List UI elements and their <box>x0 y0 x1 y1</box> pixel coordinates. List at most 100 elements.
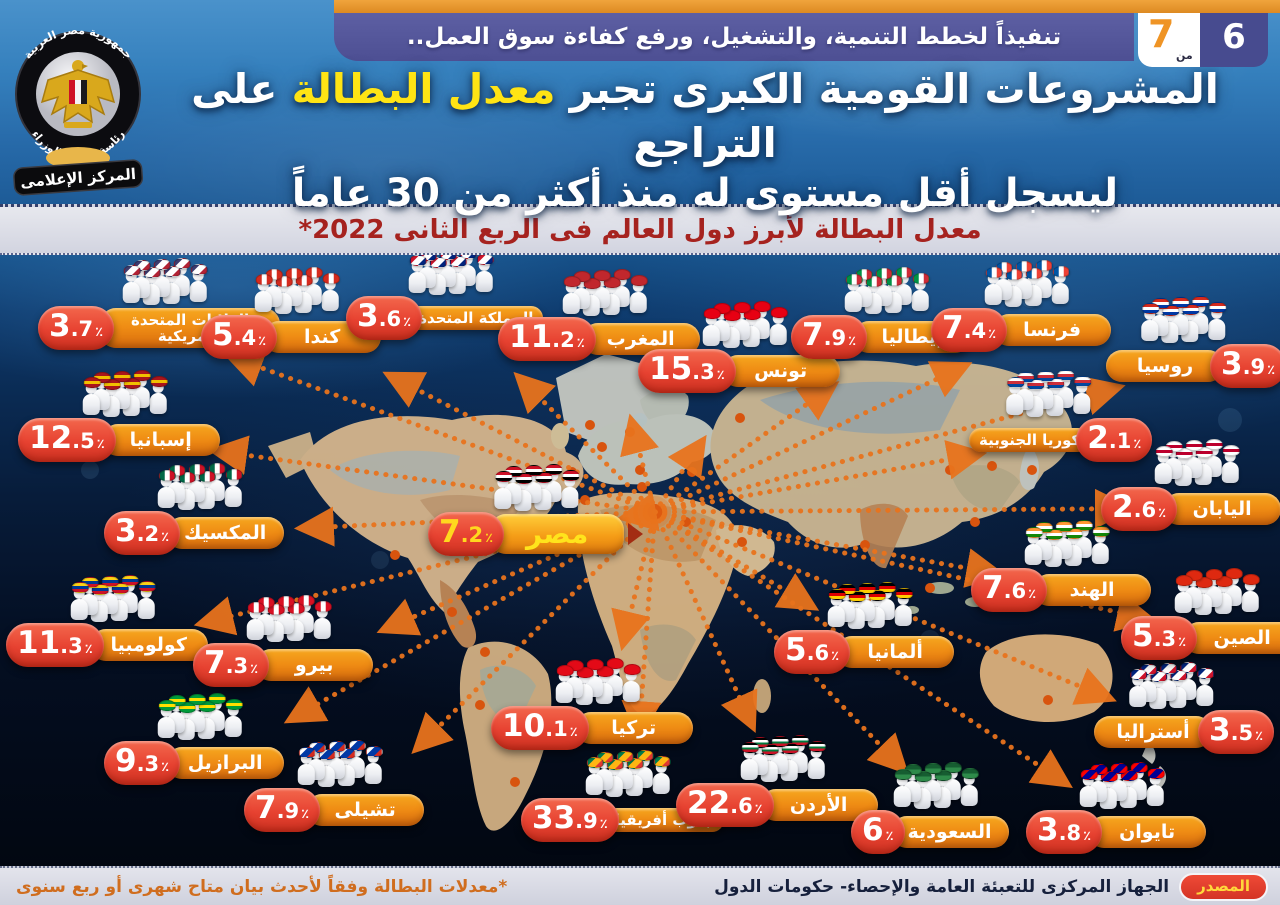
flag-cap-icon <box>153 259 171 270</box>
country-label-brazil: البرازيل <box>166 746 285 780</box>
flag-cap-icon <box>338 748 356 759</box>
flag-cap-icon <box>328 741 346 752</box>
page-total: 7 <box>1148 12 1175 56</box>
title-line1-highlight: معدل البطالة <box>291 65 556 113</box>
people-flags-icon-south_africa <box>586 749 672 797</box>
country-egypt: 7.2 ٪ مصر <box>428 464 643 556</box>
flag-cap-icon <box>1025 268 1043 279</box>
flag-cap-icon <box>1015 261 1033 272</box>
people-flags-icon-mexico <box>157 462 243 510</box>
footnote: *معدلات البطالة وفقاً لأحدث بيان متاح شه… <box>16 876 508 897</box>
flag-cap-icon <box>1170 670 1188 681</box>
footer: *معدلات البطالة وفقاً لأحدث بيان متاح شه… <box>0 866 1280 905</box>
flag-cap-icon <box>111 583 129 594</box>
flag-cap-icon <box>1005 269 1023 280</box>
country-label-colombia: كولومبيا <box>89 628 208 662</box>
flag-cap-icon <box>71 582 89 593</box>
country-france: 7.4 ٪ فرنسا <box>931 260 1112 352</box>
value-badge-turkey: 10.1 ٪ <box>491 706 589 750</box>
people-flags-icon-canada <box>254 266 340 314</box>
flag-cap-icon <box>1225 568 1243 579</box>
people-flags-icon-russia <box>1141 295 1227 343</box>
subtitle-text: معدل البطالة لأبرز دول العالم فى الربع ا… <box>298 215 982 245</box>
country-label-turkey: تركيا <box>574 711 693 745</box>
flag-cap-icon <box>305 267 323 278</box>
flag-cap-icon <box>158 470 176 481</box>
top-orange-strip <box>334 0 1280 13</box>
country-turkey: 10.1 ٪ تركيا <box>491 658 693 750</box>
flag-cap-icon <box>607 759 625 770</box>
flag-cap-icon <box>143 267 161 278</box>
people-flags-icon-japan <box>1154 438 1240 486</box>
country-india: 7.6 ٪ الهند <box>971 520 1152 612</box>
page-indicator-total-box: 7 من <box>1138 13 1200 67</box>
flag-cap-icon <box>1197 668 1215 679</box>
flag-cap-icon <box>158 700 176 711</box>
title-line1: المشروعات القومية الكبرى تجبر معدل البطا… <box>160 62 1250 170</box>
people-flags-icon-morocco <box>562 268 648 316</box>
flag-cap-icon <box>1175 575 1193 586</box>
flag-cap-icon <box>1120 770 1138 781</box>
flag-cap-icon <box>225 469 243 480</box>
flag-cap-icon <box>1073 376 1091 387</box>
country-label-chile: تشيلى <box>306 793 425 827</box>
flag-cap-icon <box>1192 296 1210 307</box>
flag-cap-icon <box>1222 445 1240 456</box>
flag-cap-icon <box>627 758 645 769</box>
country-label-tunisia: تونس <box>721 354 840 388</box>
value-badge-germany: 5.6 ٪ <box>774 630 851 674</box>
flag-cap-icon <box>630 275 648 286</box>
flag-cap-icon <box>103 379 121 390</box>
flag-cap-icon <box>1172 297 1190 308</box>
page-indicator: 7 من 6 <box>1138 13 1268 67</box>
flag-cap-icon <box>318 749 336 760</box>
flag-cap-icon <box>587 757 605 768</box>
flag-cap-icon <box>1205 569 1223 580</box>
flag-cap-icon <box>178 472 196 483</box>
flag-cap-icon <box>295 275 313 286</box>
flag-cap-icon <box>1209 302 1227 313</box>
flag-cap-icon <box>123 378 141 389</box>
people-flags-icon-chile <box>297 739 383 787</box>
flag-cap-icon <box>298 747 316 758</box>
people-flags-icon-spain <box>82 369 168 417</box>
people-flags-icon-turkey <box>555 657 641 705</box>
people-flags-icon-china <box>1174 567 1260 615</box>
page-of-label: من <box>1176 49 1193 62</box>
country-label-saudi_arabia: السعودية <box>890 815 1009 849</box>
flag-cap-icon <box>623 664 641 675</box>
page-indicator-current-box: 6 <box>1200 13 1268 67</box>
flag-cap-icon <box>556 665 574 676</box>
value-badge-china: 5.3 ٪ <box>1121 616 1198 660</box>
value-badge-france: 7.4 ٪ <box>931 308 1008 352</box>
flag-cap-icon <box>808 741 826 752</box>
flag-cap-icon <box>1195 447 1213 458</box>
flag-cap-icon <box>1182 304 1200 315</box>
title-line1-post: على التراجع <box>191 65 777 168</box>
flag-cap-icon <box>150 376 168 387</box>
people-flags-icon-australia <box>1129 661 1215 709</box>
flag-cap-icon <box>561 470 579 481</box>
flag-cap-icon <box>1205 439 1223 450</box>
value-badge-usa: 3.7 ٪ <box>38 306 115 350</box>
country-saudi_arabia: 6 ٪ السعودية <box>851 762 1009 854</box>
country-south_africa: 33.9 ٪ جنوب أفريقيا <box>521 750 724 842</box>
flag-cap-icon <box>1100 771 1118 782</box>
flag-cap-icon <box>1162 305 1180 316</box>
value-badge-india: 7.6 ٪ <box>971 568 1048 612</box>
flag-cap-icon <box>208 693 226 704</box>
flag-cap-icon <box>123 265 141 276</box>
logo-banner: المركز الإعلامى <box>13 159 144 196</box>
flag-cap-icon <box>1195 577 1213 588</box>
country-label-australia: أستراليا <box>1094 715 1212 749</box>
value-badge-russia: 3.9 ٪ <box>1210 344 1280 388</box>
value-badge-japan: 2.6 ٪ <box>1101 487 1178 531</box>
flag-cap-icon <box>733 302 751 313</box>
people-flags-icon-peru <box>246 594 332 642</box>
people-flags-icon-italy <box>844 266 930 314</box>
flag-cap-icon <box>1142 303 1160 314</box>
flag-cap-icon <box>1185 440 1203 451</box>
flag-cap-icon <box>654 756 672 767</box>
page-current: 6 <box>1222 17 1246 57</box>
